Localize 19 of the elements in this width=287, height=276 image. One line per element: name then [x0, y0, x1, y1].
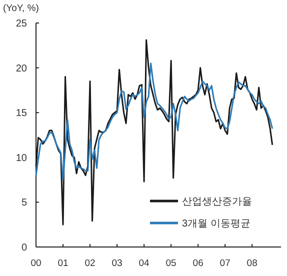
x-tick-label: 08: [246, 258, 258, 269]
y-tick-label: 0: [21, 242, 28, 254]
y-axis-title: (YoY, %): [3, 3, 39, 14]
x-tick-label: 07: [220, 258, 230, 269]
line-series: [35, 62, 274, 181]
y-tick-label: 25: [16, 18, 28, 30]
x-tick-label: 03: [112, 258, 122, 269]
legend-label: 3개월 이동평균: [182, 218, 250, 230]
x-tick-label: 00: [30, 258, 42, 269]
x-tick-label: 04: [138, 258, 150, 269]
y-tick-label: 15: [16, 108, 28, 120]
x-tick-label: 02: [84, 258, 96, 269]
x-tick-label: 06: [192, 258, 204, 269]
x-tick-label: 01: [58, 258, 68, 269]
x-tick-label: 05: [166, 258, 176, 269]
y-tick-label: 20: [16, 63, 28, 74]
y-tick-label: 10: [16, 152, 28, 164]
legend-label: 산업생산증가율: [182, 196, 252, 208]
y-tick-label: 5: [21, 198, 28, 209]
